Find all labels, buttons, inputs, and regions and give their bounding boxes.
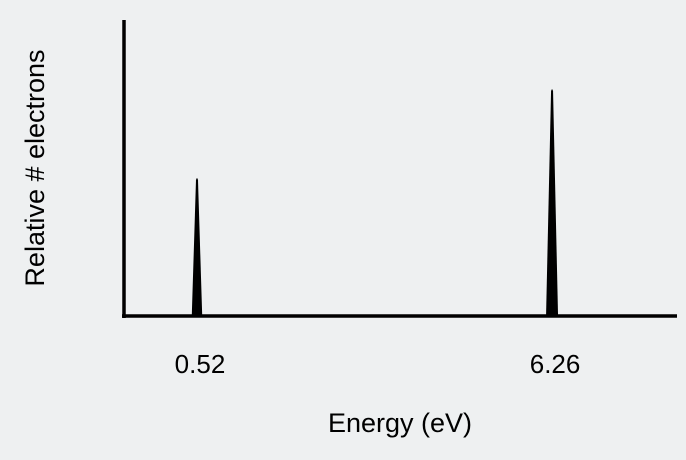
x-tick-label-0: 0.52 (175, 349, 226, 379)
x-axis-label: Energy (eV) (328, 408, 472, 438)
x-tick-labels: 0.52 6.26 (175, 349, 581, 379)
peak-1 (546, 89, 559, 316)
y-axis-label: Relative # electrons (20, 49, 50, 286)
peaks-layer (191, 89, 559, 316)
x-tick-label-1: 6.26 (530, 349, 581, 379)
peak-0 (191, 178, 203, 316)
